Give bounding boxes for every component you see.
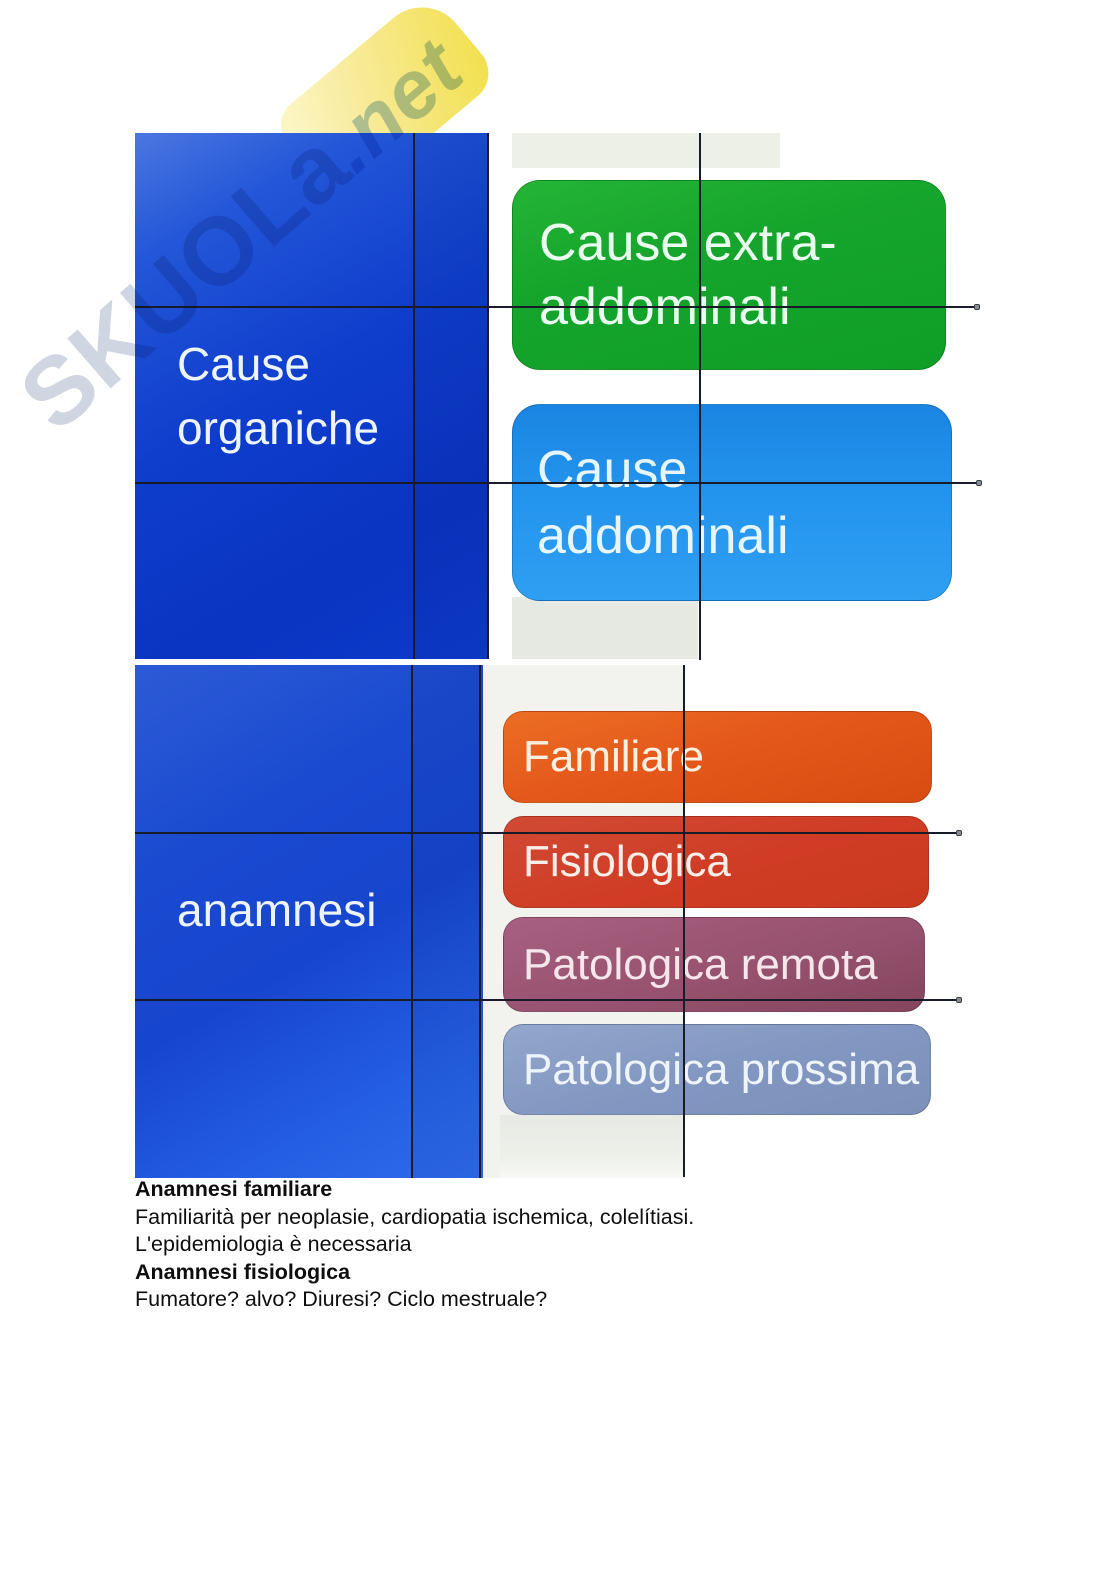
box-label: Fisiologica bbox=[523, 837, 731, 886]
table-line-horizontal bbox=[135, 306, 974, 308]
scan-artifact-band bbox=[500, 1115, 684, 1178]
line-end-marker bbox=[956, 997, 962, 1003]
box-label: Patologica prossima bbox=[523, 1044, 920, 1094]
notes-line: L'epidemiologia è necessaria bbox=[135, 1232, 412, 1256]
table-line-vertical bbox=[683, 665, 685, 1177]
panel-column-shade bbox=[413, 133, 488, 659]
panel-anamnesi: anamnesi bbox=[135, 665, 483, 1178]
line-end-marker bbox=[974, 304, 980, 310]
box-label-line: Cause bbox=[537, 440, 688, 499]
table-line-vertical bbox=[487, 133, 489, 659]
notes-heading-anamnesi-fisiologica: Anamnesi fisiologica bbox=[135, 1259, 351, 1284]
box-patologica-prossima: Patologica prossima bbox=[503, 1024, 931, 1115]
row-label-cause-organiche: Cause organiche bbox=[135, 332, 488, 460]
box-cause-addominali: Cause addominali bbox=[512, 404, 952, 601]
box-familiare: Familiare bbox=[503, 711, 932, 803]
box-cause-extra-addominali: Cause extra- addominali bbox=[512, 180, 946, 370]
box-fisiologica: Fisiologica bbox=[503, 816, 929, 908]
row-label-line: organiche bbox=[177, 402, 380, 454]
line-end-marker bbox=[976, 480, 982, 486]
table-line-horizontal bbox=[135, 482, 976, 484]
panel-cause-organiche: Cause organiche bbox=[135, 133, 488, 659]
line-end-marker bbox=[956, 830, 962, 836]
box-label: Patologica remota bbox=[523, 939, 878, 989]
notes-heading-anamnesi-familiare: Anamnesi familiare bbox=[135, 1177, 333, 1201]
notes-line: Fumatore? alvo? Diuresi? Ciclo mestruale… bbox=[135, 1287, 548, 1311]
box-label-line: Cause extra- bbox=[539, 214, 837, 272]
table-line-vertical bbox=[413, 133, 415, 659]
scan-artifact-band bbox=[512, 597, 698, 659]
table-line-vertical bbox=[479, 665, 481, 1178]
panel-column-shade bbox=[411, 665, 483, 1178]
notes-block: Anamnesi familiare Familiarità per neopl… bbox=[135, 1176, 1035, 1314]
table-line-vertical bbox=[411, 665, 413, 1178]
table-line-vertical bbox=[699, 133, 701, 660]
row-label-anamnesi: anamnesi bbox=[177, 883, 377, 936]
row-label-line: Cause bbox=[177, 338, 310, 390]
box-label: Familiare bbox=[523, 732, 704, 781]
box-patologica-remota: Patologica remota bbox=[503, 917, 925, 1012]
box-label-line: addominali bbox=[537, 506, 789, 565]
notes-line: Familiarità per neoplasie, cardiopatia i… bbox=[135, 1204, 695, 1229]
table-line-horizontal bbox=[135, 832, 958, 834]
table-line-horizontal bbox=[135, 999, 958, 1001]
scan-artifact-band bbox=[512, 133, 780, 168]
